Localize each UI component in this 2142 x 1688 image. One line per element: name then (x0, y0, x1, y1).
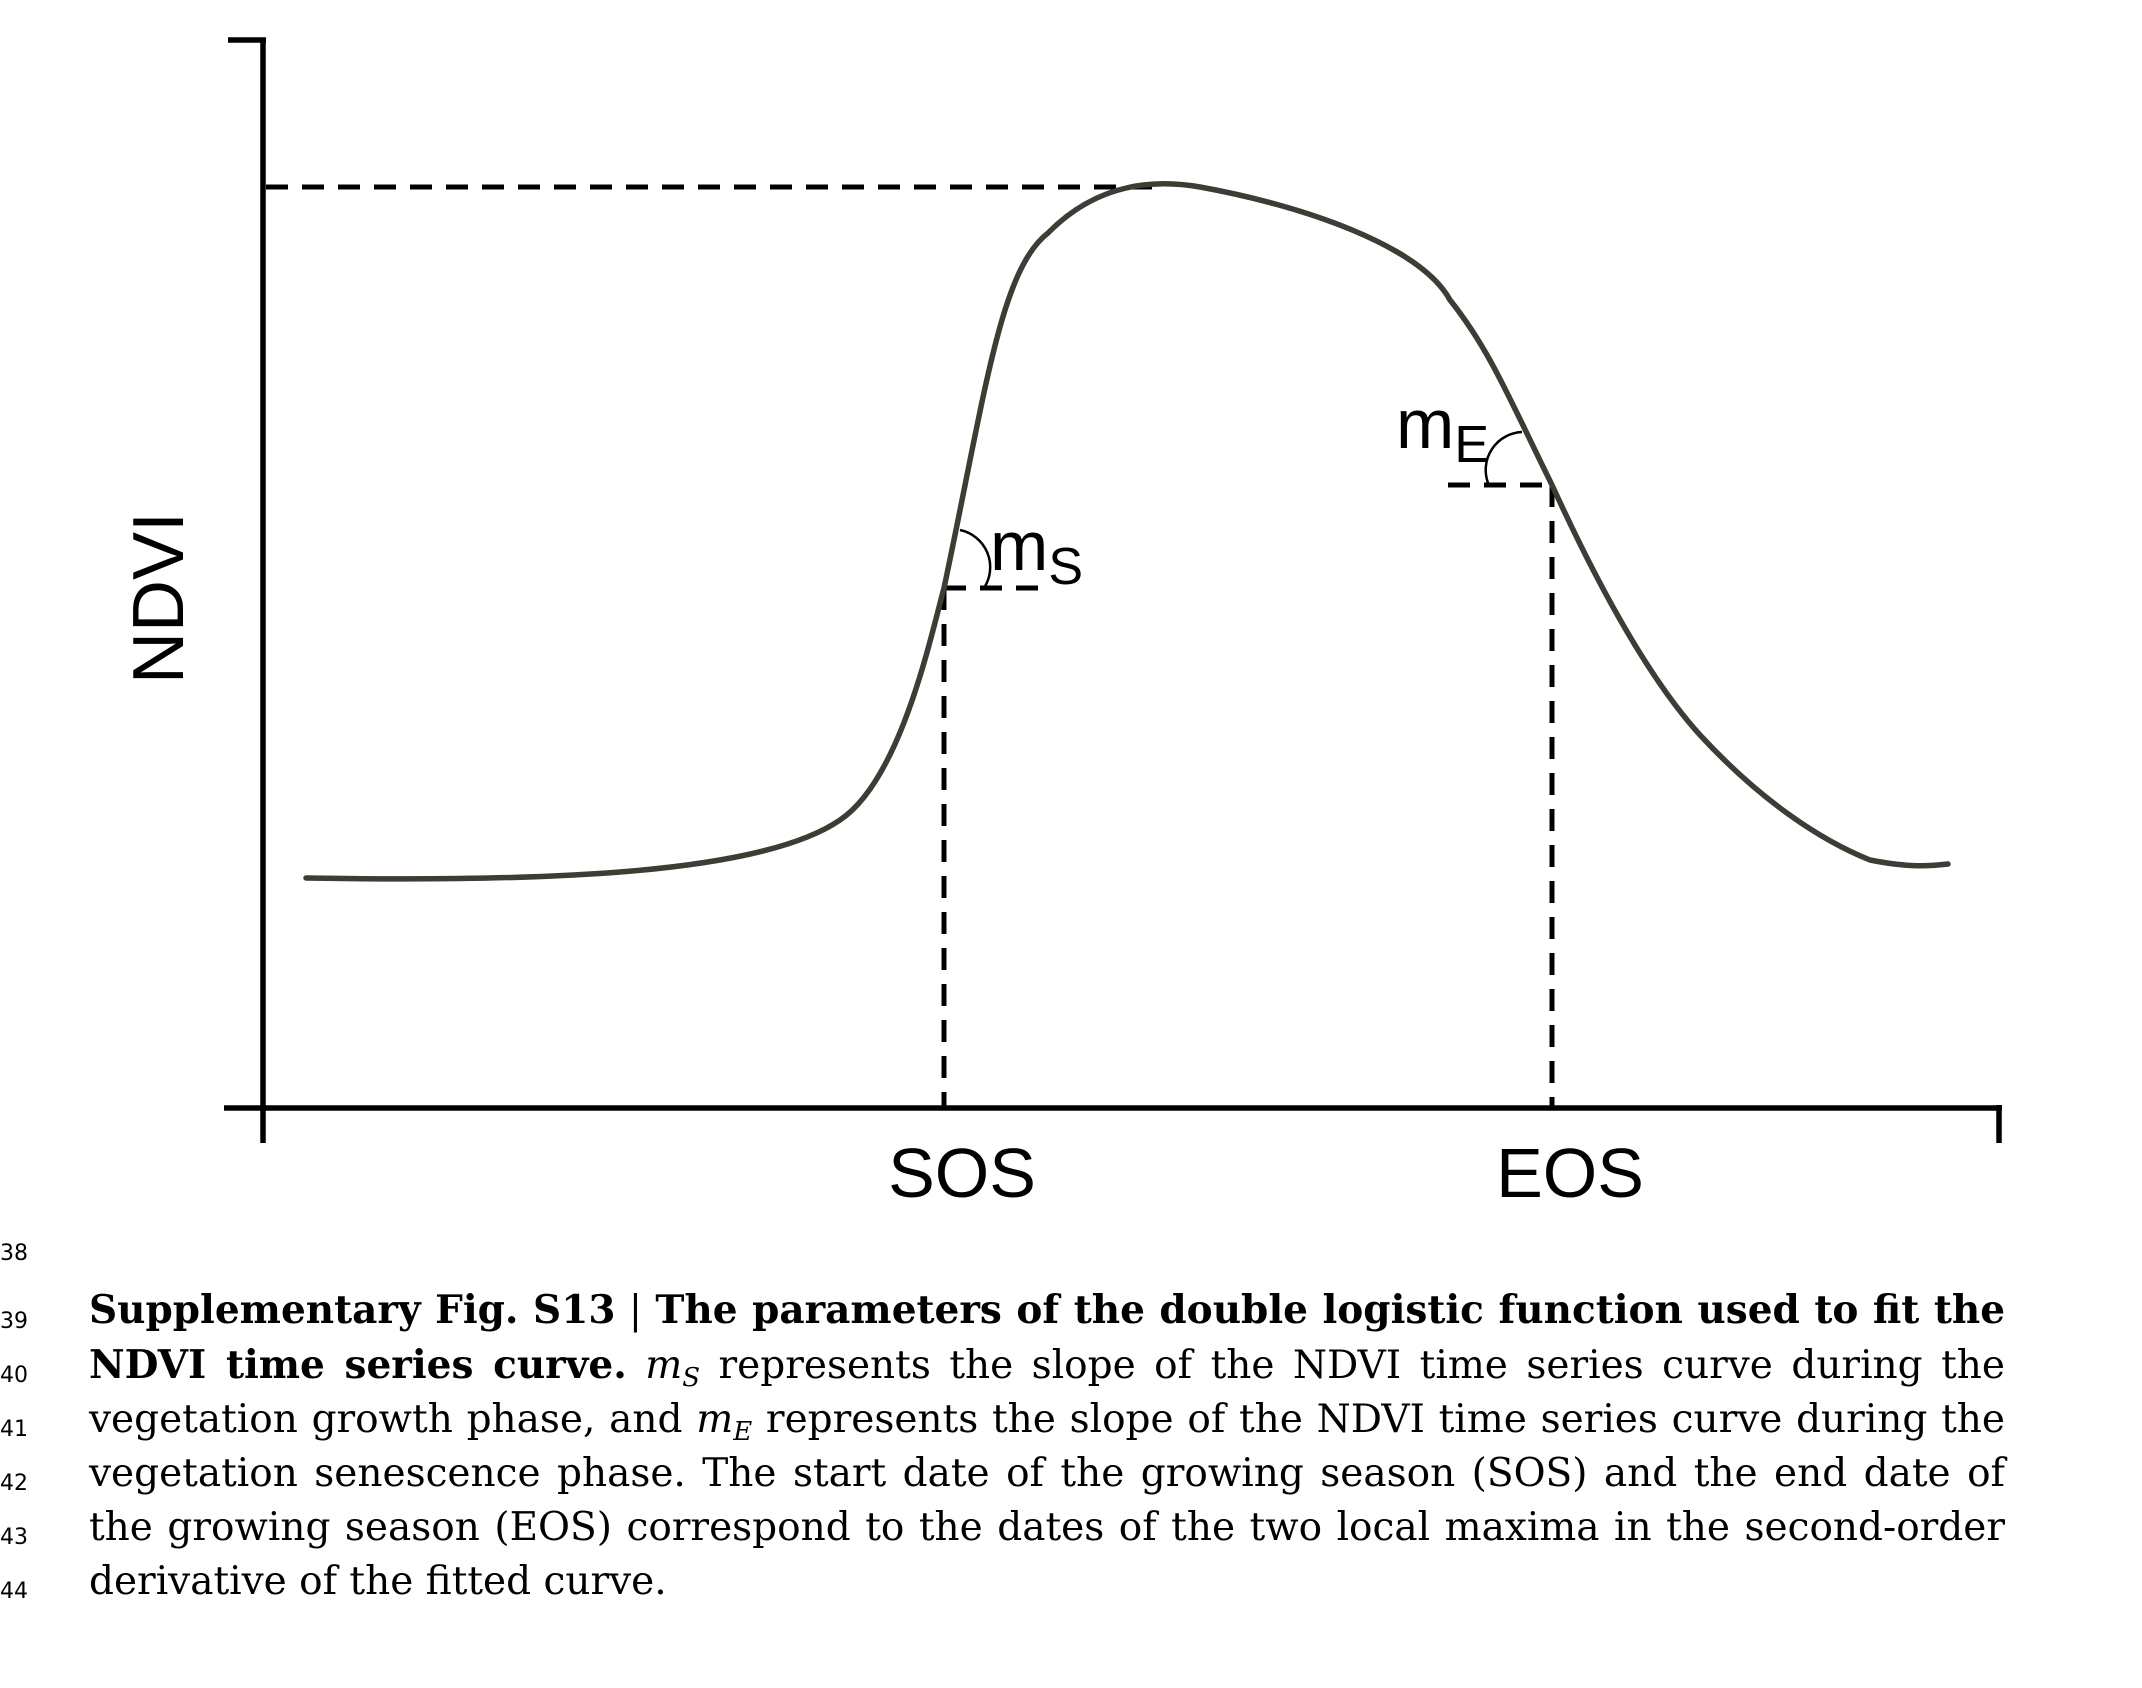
ms-label-base: m (990, 507, 1048, 585)
caption-label: Supplementary Fig. S13 (89, 1287, 616, 1333)
line-number: 44 (0, 1579, 28, 1604)
me-angle-arc (1484, 430, 1523, 484)
caption-ms-sub: S (682, 1363, 701, 1393)
ms-angle-arc (959, 528, 992, 589)
caption-math-me: mE (696, 1397, 752, 1445)
line-number: 40 (0, 1363, 28, 1388)
caption-math-ms: mS (645, 1343, 700, 1391)
caption-me-sub: E (733, 1417, 753, 1447)
ms-slope-label: mS (990, 507, 1083, 596)
me-slope-label: mE (1396, 385, 1489, 474)
line-number: 38 (0, 1241, 28, 1266)
caption-title: The parameters of the double logistic fu… (89, 1287, 2006, 1388)
line-number: 39 (0, 1309, 28, 1334)
y-axis-label: NDVI (119, 512, 199, 684)
caption-separator: | (615, 1288, 656, 1333)
guide-lines (266, 184, 1555, 1108)
line-number: 43 (0, 1525, 28, 1550)
caption-text-1: represents the slope of the NDVI time se… (89, 1343, 2005, 1442)
me-label-base: m (1396, 385, 1454, 463)
caption-me-base: m (696, 1397, 734, 1442)
caption-ms-base: m (645, 1343, 683, 1388)
line-number: 41 (0, 1417, 28, 1442)
axes (224, 37, 2002, 1143)
figure-caption: Supplementary Fig. S13 | The parameters … (89, 1283, 2005, 1609)
caption-text-2: represents the slope of the NDVI time se… (89, 1397, 2005, 1604)
ndvi-curve (303, 181, 1951, 882)
sos-tick-label: SOS (888, 1134, 1036, 1212)
me-label-sub: E (1454, 416, 1489, 474)
line-number: 42 (0, 1471, 28, 1496)
ms-label-sub: S (1048, 538, 1083, 596)
eos-tick-label: EOS (1496, 1134, 1644, 1212)
